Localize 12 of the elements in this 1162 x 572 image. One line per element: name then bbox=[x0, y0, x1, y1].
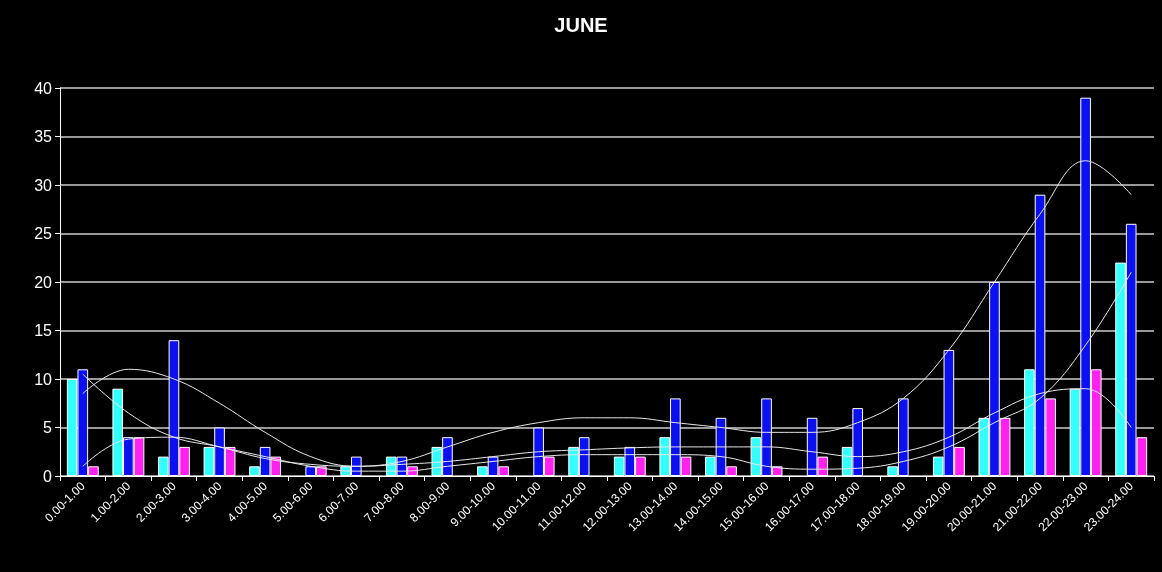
y-tick-label: 20 bbox=[34, 273, 53, 291]
y-tick-label: 40 bbox=[34, 79, 53, 97]
line-series bbox=[82, 160, 1132, 467]
y-tick-label: 30 bbox=[34, 176, 53, 194]
y-tick-label: 35 bbox=[34, 128, 53, 145]
line-series bbox=[82, 271, 1132, 472]
y-tick-label: 15 bbox=[34, 322, 53, 339]
y-tick-label: 25 bbox=[34, 225, 53, 242]
y-tick-label: 5 bbox=[43, 419, 53, 436]
y-tick-label: 10 bbox=[34, 370, 53, 388]
y-tick-label: 0 bbox=[43, 467, 53, 485]
chart-title: JUNE bbox=[554, 14, 608, 36]
